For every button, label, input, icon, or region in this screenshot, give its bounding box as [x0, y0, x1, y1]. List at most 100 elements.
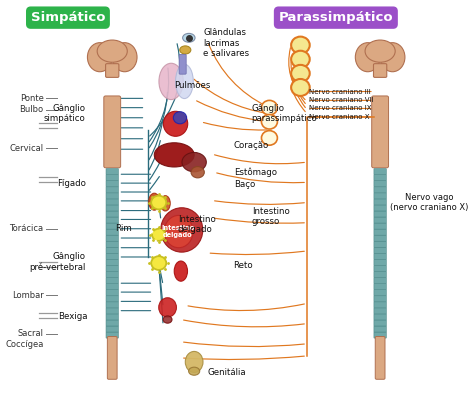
Text: Gânglio
simpático: Gânglio simpático	[44, 104, 86, 124]
Ellipse shape	[173, 112, 187, 124]
FancyBboxPatch shape	[374, 277, 386, 284]
FancyBboxPatch shape	[374, 271, 386, 277]
FancyBboxPatch shape	[374, 260, 386, 265]
Circle shape	[291, 65, 310, 82]
Ellipse shape	[112, 43, 137, 72]
Ellipse shape	[161, 208, 203, 252]
Text: Nervo craniano III: Nervo craniano III	[309, 89, 371, 94]
Ellipse shape	[97, 40, 128, 62]
Text: Pulmões: Pulmões	[174, 81, 210, 90]
Circle shape	[291, 79, 310, 96]
FancyBboxPatch shape	[374, 211, 386, 217]
FancyBboxPatch shape	[106, 217, 118, 223]
Text: Estômago: Estômago	[234, 168, 277, 177]
FancyBboxPatch shape	[374, 326, 386, 332]
FancyBboxPatch shape	[106, 229, 118, 235]
FancyBboxPatch shape	[374, 181, 386, 187]
FancyBboxPatch shape	[106, 241, 118, 247]
Circle shape	[152, 229, 165, 241]
FancyBboxPatch shape	[106, 314, 118, 320]
FancyBboxPatch shape	[106, 168, 118, 175]
FancyBboxPatch shape	[374, 265, 386, 271]
FancyBboxPatch shape	[374, 320, 386, 326]
FancyBboxPatch shape	[107, 337, 117, 379]
Text: Ponte: Ponte	[20, 94, 44, 103]
FancyBboxPatch shape	[106, 235, 118, 241]
FancyBboxPatch shape	[374, 193, 386, 199]
FancyBboxPatch shape	[374, 217, 386, 223]
Text: Rim: Rim	[115, 224, 132, 233]
FancyBboxPatch shape	[106, 271, 118, 277]
FancyBboxPatch shape	[106, 277, 118, 284]
Circle shape	[151, 256, 166, 270]
FancyBboxPatch shape	[106, 326, 118, 332]
Ellipse shape	[164, 215, 193, 248]
Text: Glândulas
lacrimas
e salivares: Glândulas lacrimas e salivares	[203, 28, 249, 58]
Circle shape	[262, 131, 277, 145]
FancyBboxPatch shape	[374, 290, 386, 296]
Text: Coccígea: Coccígea	[5, 340, 44, 349]
FancyBboxPatch shape	[374, 205, 386, 211]
FancyBboxPatch shape	[106, 181, 118, 187]
Text: Bulbo: Bulbo	[19, 105, 44, 114]
FancyBboxPatch shape	[106, 187, 118, 193]
Text: Fígado: Fígado	[57, 179, 86, 188]
Ellipse shape	[87, 43, 112, 72]
FancyBboxPatch shape	[374, 187, 386, 193]
FancyBboxPatch shape	[106, 308, 118, 314]
Text: Intestino
grosso: Intestino grosso	[252, 207, 290, 226]
Text: Nervo vago
(nervo craniano X): Nervo vago (nervo craniano X)	[390, 193, 468, 212]
Ellipse shape	[182, 152, 206, 172]
Text: Sacral: Sacral	[18, 329, 44, 338]
FancyBboxPatch shape	[106, 290, 118, 296]
Ellipse shape	[163, 316, 172, 323]
FancyBboxPatch shape	[375, 337, 385, 379]
FancyBboxPatch shape	[106, 320, 118, 326]
FancyBboxPatch shape	[106, 211, 118, 217]
Ellipse shape	[155, 143, 194, 167]
FancyBboxPatch shape	[106, 296, 118, 302]
FancyBboxPatch shape	[374, 235, 386, 241]
Text: Torácica: Torácica	[9, 224, 44, 233]
FancyBboxPatch shape	[374, 199, 386, 205]
Ellipse shape	[159, 298, 176, 317]
FancyBboxPatch shape	[106, 265, 118, 271]
Ellipse shape	[164, 111, 188, 136]
FancyBboxPatch shape	[106, 223, 118, 229]
Ellipse shape	[185, 352, 203, 373]
Text: Genitália: Genitália	[208, 368, 246, 377]
Text: Lombar: Lombar	[12, 291, 44, 300]
FancyBboxPatch shape	[372, 96, 389, 168]
Text: Simpático: Simpático	[31, 11, 105, 24]
FancyBboxPatch shape	[374, 254, 386, 260]
Text: Gânglio
parassimpático: Gânglio parassimpático	[252, 104, 318, 124]
Ellipse shape	[175, 64, 193, 98]
FancyBboxPatch shape	[374, 302, 386, 308]
FancyBboxPatch shape	[374, 332, 386, 338]
FancyBboxPatch shape	[106, 64, 119, 77]
Ellipse shape	[365, 40, 395, 62]
FancyBboxPatch shape	[179, 54, 186, 74]
Text: Intestino
delgado: Intestino delgado	[161, 225, 194, 238]
Ellipse shape	[356, 43, 380, 72]
Text: Intestino
delgado: Intestino delgado	[178, 215, 216, 234]
FancyBboxPatch shape	[106, 254, 118, 260]
Text: Coração: Coração	[233, 141, 268, 151]
FancyBboxPatch shape	[374, 168, 386, 175]
FancyBboxPatch shape	[106, 205, 118, 211]
FancyBboxPatch shape	[106, 260, 118, 265]
FancyBboxPatch shape	[374, 223, 386, 229]
Circle shape	[151, 196, 166, 209]
Text: Cervical: Cervical	[9, 143, 44, 153]
FancyBboxPatch shape	[106, 199, 118, 205]
FancyBboxPatch shape	[106, 193, 118, 199]
FancyBboxPatch shape	[106, 332, 118, 338]
FancyBboxPatch shape	[374, 64, 387, 77]
Ellipse shape	[180, 46, 191, 54]
FancyBboxPatch shape	[374, 308, 386, 314]
Text: Nervo craniano VII: Nervo craniano VII	[309, 97, 374, 103]
Text: Parassimpático: Parassimpático	[279, 11, 393, 24]
FancyBboxPatch shape	[374, 229, 386, 235]
Circle shape	[262, 115, 277, 129]
FancyBboxPatch shape	[374, 241, 386, 247]
